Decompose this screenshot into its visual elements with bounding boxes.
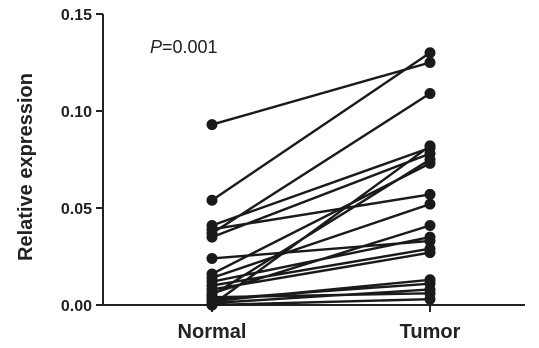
axes: 0.00 0.05 0.10 0.15 Normal Tumor bbox=[61, 7, 525, 343]
tumor-point bbox=[424, 47, 436, 59]
y-tick-label: 0.10 bbox=[61, 104, 92, 121]
tumor-point bbox=[424, 274, 436, 286]
pair-line bbox=[211, 92, 431, 235]
y-tick-label: 0.05 bbox=[61, 201, 92, 218]
tumor-point bbox=[424, 57, 436, 68]
x-category-label: Normal bbox=[178, 321, 247, 343]
tumor-point bbox=[424, 219, 436, 231]
tumor-point bbox=[424, 154, 436, 165]
tumor-point bbox=[424, 283, 436, 295]
normal-point bbox=[206, 194, 218, 206]
y-axis-label: Relative expression bbox=[15, 73, 37, 261]
p-value-symbol: P bbox=[150, 37, 162, 57]
normal-point bbox=[206, 231, 218, 243]
x-category-label: Tumor bbox=[400, 321, 461, 343]
tumor-point bbox=[424, 231, 436, 243]
normal-point bbox=[206, 119, 218, 131]
series-lines bbox=[211, 51, 431, 307]
pair-line bbox=[211, 251, 431, 291]
pair-line bbox=[211, 51, 431, 202]
tumor-point bbox=[424, 140, 436, 152]
y-tick-label: 0.00 bbox=[61, 298, 92, 315]
y-tick-label: 0.15 bbox=[61, 7, 92, 24]
data-points bbox=[206, 47, 436, 311]
pair-line bbox=[211, 288, 431, 305]
tumor-point bbox=[424, 198, 436, 210]
pair-line bbox=[211, 202, 431, 279]
normal-point bbox=[206, 252, 218, 264]
tumor-point bbox=[424, 293, 436, 305]
pair-line bbox=[211, 144, 431, 306]
pair-line bbox=[211, 278, 431, 303]
pair-line bbox=[211, 146, 431, 227]
tumor-point bbox=[424, 188, 436, 200]
pair-line bbox=[211, 61, 431, 126]
pair-line bbox=[211, 158, 431, 297]
p-value-text: =0.001 bbox=[162, 37, 218, 57]
pair-line bbox=[211, 152, 431, 239]
pair-line bbox=[211, 224, 431, 295]
tumor-point bbox=[424, 247, 436, 259]
tumor-point bbox=[424, 88, 436, 100]
normal-point bbox=[206, 299, 218, 311]
p-value-annotation: P=0.001 bbox=[150, 37, 218, 57]
pair-line bbox=[211, 297, 431, 307]
